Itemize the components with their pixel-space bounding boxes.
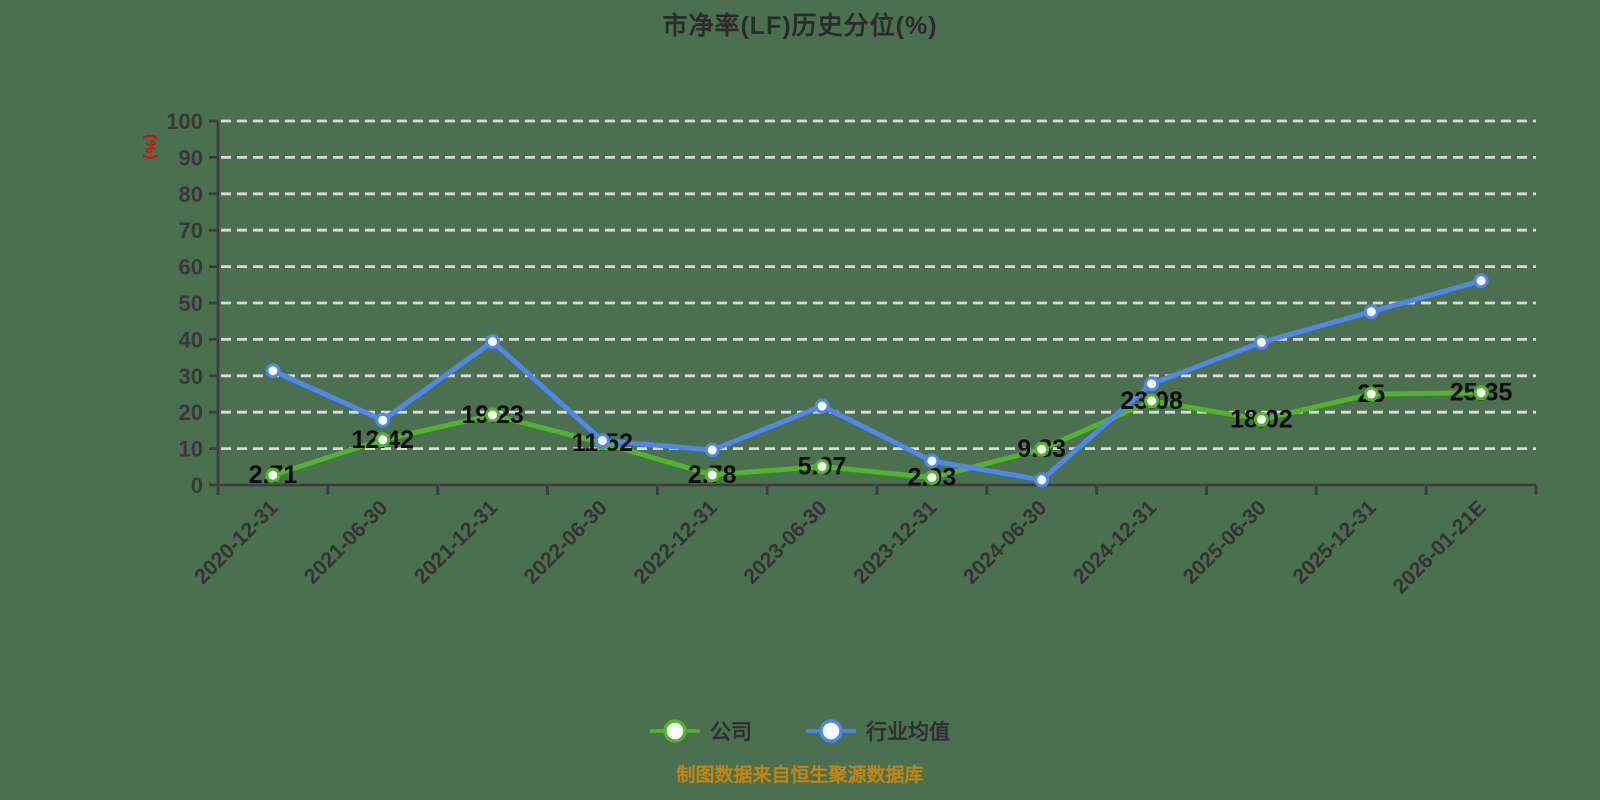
svg-text:2024-12-31: 2024-12-31 xyxy=(1069,496,1161,588)
svg-text:20: 20 xyxy=(179,400,203,425)
gridlines xyxy=(221,119,1536,451)
svg-text:2022-06-30: 2022-06-30 xyxy=(520,496,612,588)
chart-title: 市净率(LF)历史分位(%) xyxy=(662,12,938,40)
series-markers-1 xyxy=(265,273,1489,488)
svg-text:40: 40 xyxy=(179,327,203,352)
svg-text:2023-06-30: 2023-06-30 xyxy=(739,496,831,588)
legend-item-industry-average[interactable]: 行业均值 xyxy=(806,716,950,746)
svg-text:60: 60 xyxy=(179,255,203,280)
svg-text:0: 0 xyxy=(191,473,203,498)
svg-text:2025-12-31: 2025-12-31 xyxy=(1289,496,1381,588)
svg-text:100: 100 xyxy=(166,109,203,134)
svg-text:2020-12-31: 2020-12-31 xyxy=(190,496,282,588)
axes xyxy=(209,119,1538,495)
svg-text:2023-12-31: 2023-12-31 xyxy=(849,496,941,588)
svg-text:80: 80 xyxy=(179,182,203,207)
svg-text:90: 90 xyxy=(179,145,203,170)
x-axis-labels: 2020-12-31 2021-06-30 2021-12-31 2022-06-30… xyxy=(190,496,1490,598)
legend: 公司 行业均值 xyxy=(0,716,1600,746)
svg-text:2021-06-30: 2021-06-30 xyxy=(300,496,392,588)
svg-text:30: 30 xyxy=(179,364,203,389)
data-source-caption: 制图数据来自恒生聚源数据库 xyxy=(676,765,924,786)
svg-text:10: 10 xyxy=(179,437,203,462)
svg-text:2022-12-31: 2022-12-31 xyxy=(630,496,722,588)
legend-item-company[interactable]: 公司 xyxy=(650,716,752,746)
series-line-0 xyxy=(270,390,1484,481)
series-value-labels-0: 2.7112.4219.2311.522.785.072.039.8323.08… xyxy=(249,379,1513,492)
svg-text:2026-01-21E: 2026-01-21E xyxy=(1388,496,1490,598)
y-axis-labels: 0 10 20 30 40 50 60 70 80 90 100 xyxy=(166,109,203,498)
svg-text:70: 70 xyxy=(179,218,203,243)
svg-text:50: 50 xyxy=(179,291,203,316)
svg-text:2024-06-30: 2024-06-30 xyxy=(959,496,1051,588)
svg-text:2025-06-30: 2025-06-30 xyxy=(1179,496,1271,588)
svg-text:2021-12-31: 2021-12-31 xyxy=(410,496,502,588)
series-line-1 xyxy=(270,278,1484,483)
industry-average-line-marker-icon xyxy=(806,719,856,743)
company-line-marker-icon xyxy=(650,719,700,743)
y-axis-unit-label: (%) xyxy=(142,134,159,161)
legend-label-company: 公司 xyxy=(710,721,752,744)
legend-label-industry-average: 行业均值 xyxy=(866,721,950,744)
